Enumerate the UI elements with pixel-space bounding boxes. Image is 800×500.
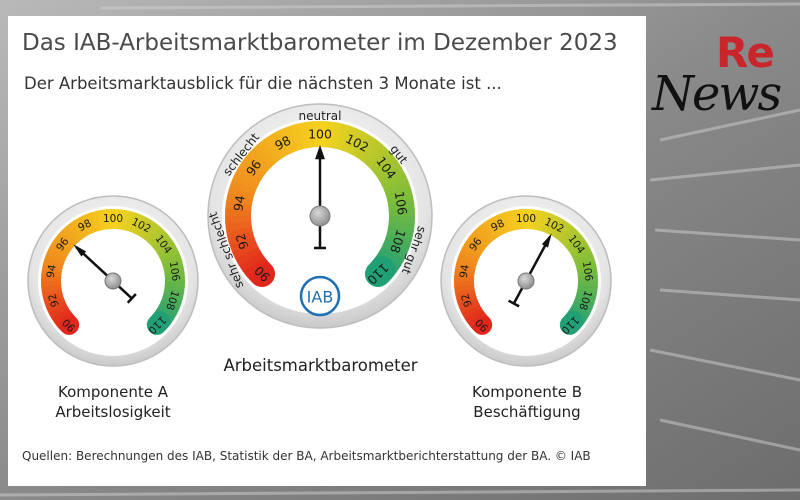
gauge-tick-label: 100 — [516, 213, 536, 225]
gauge-tick-label: 106 — [580, 260, 595, 282]
gauge-a-label: Komponente A Arbeitslosigkeit — [28, 382, 198, 422]
gauge-tick-label: 106 — [392, 190, 411, 216]
gauge-a-label-line2: Arbeitslosigkeit — [55, 403, 171, 421]
gauge-b-label-line1: Komponente B — [472, 383, 582, 401]
chart-title: Das IAB-Arbeitsmarktbarometer im Dezembe… — [22, 30, 618, 56]
gauge-tick-label: 92 — [459, 292, 475, 308]
gauge-needle-tail — [126, 293, 137, 304]
gauge-needle-tail — [507, 299, 520, 308]
gauge-hub — [104, 272, 122, 290]
logo-news-text: News — [652, 66, 782, 122]
gauge-needle-head — [315, 145, 325, 160]
gauge-tick-label: 98 — [272, 133, 293, 154]
gauge-needle — [75, 246, 133, 300]
renews-logo: Re News — [648, 28, 798, 128]
gauge-needle-head — [73, 244, 87, 257]
gauge-hub — [309, 205, 331, 227]
gauge-tick-label: 92 — [46, 292, 62, 308]
gauge-main-label: Arbeitsmarktbarometer — [208, 356, 433, 376]
gauge-tick-label: 100 — [103, 213, 123, 225]
gauge-tick-label: 100 — [308, 127, 332, 142]
gauge-tick-label: 108 — [387, 228, 409, 255]
chart-subtitle: Der Arbeitsmarktausblick für die nächste… — [24, 74, 502, 93]
gauge-needle-head — [541, 233, 552, 248]
gauge-arc-segment — [146, 311, 171, 335]
infographic-card: Das IAB-Arbeitsmarktbarometer im Dezembe… — [8, 16, 646, 486]
gauge-tick-label: 94 — [45, 263, 59, 278]
gauge-b-label-line2: Beschäftigung — [473, 403, 581, 421]
source-note: Quellen: Berechnungen des IAB, Statistik… — [22, 449, 591, 463]
gauge-tick-label: 106 — [167, 260, 182, 282]
gauge-a-label-line1: Komponente A — [58, 383, 168, 401]
gauge-arc-segment — [364, 256, 396, 287]
logo-re-text: Re — [716, 28, 775, 77]
gauge-tick-label: 98 — [489, 217, 506, 234]
gauge-needle — [512, 236, 551, 305]
gauge-b-label: Komponente B Beschäftigung — [442, 382, 612, 422]
gauge-tick-label: 98 — [76, 217, 93, 234]
gauge-tick-label: 94 — [230, 194, 247, 212]
gauge-category-label: neutral — [299, 109, 342, 123]
iab-logo-text: IAB — [307, 288, 334, 307]
gauge-tick-label: 92 — [232, 231, 251, 251]
gauge-hub — [517, 272, 535, 290]
iab-logo-ring — [299, 275, 341, 317]
gauge-tick-label: 94 — [458, 263, 472, 278]
gauge-arc-segment — [559, 311, 584, 335]
gauge-tick-label: 108 — [163, 289, 181, 312]
gauge-tick-label: 108 — [576, 289, 594, 312]
gauge-main-label-line1: Arbeitsmarktbarometer — [223, 356, 418, 375]
